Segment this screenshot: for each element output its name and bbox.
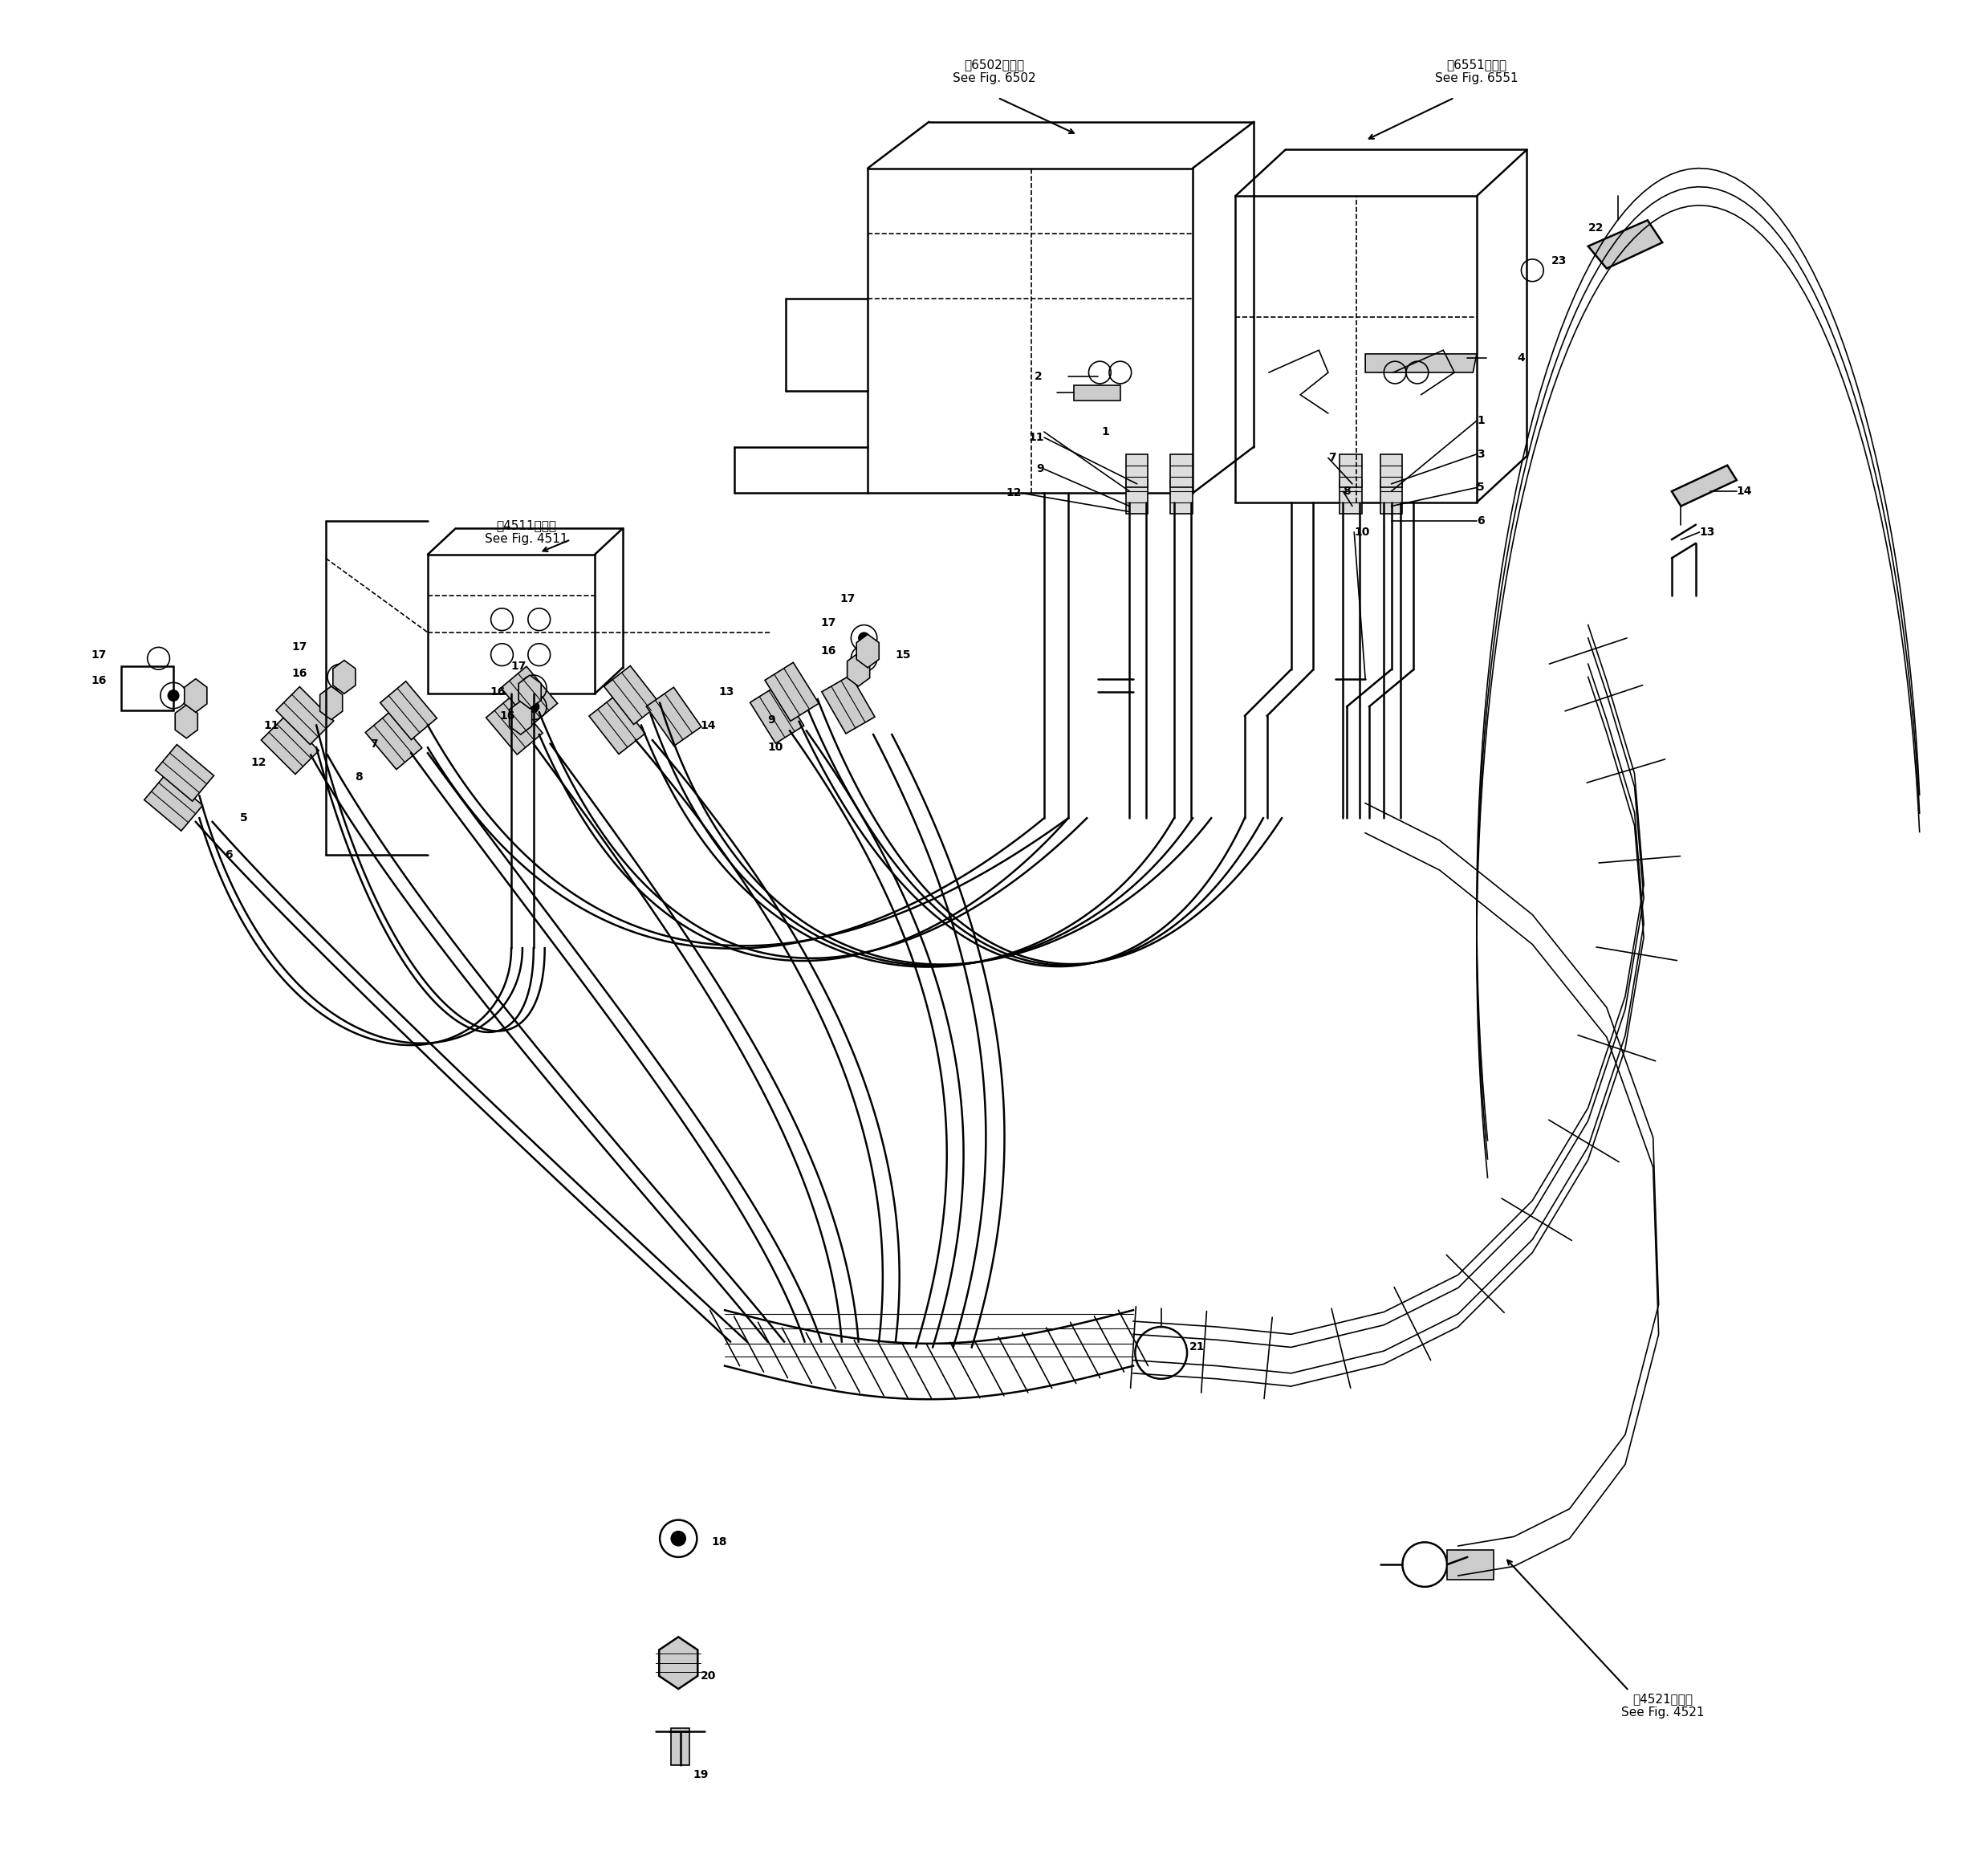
Text: 4: 4 — [1517, 351, 1525, 363]
Bar — [1171, 454, 1193, 487]
Text: 8: 8 — [356, 771, 362, 783]
Circle shape — [672, 1532, 686, 1547]
Polygon shape — [519, 675, 541, 708]
Text: 11: 11 — [1028, 431, 1044, 442]
Text: 18: 18 — [712, 1537, 728, 1549]
Text: 17: 17 — [91, 649, 107, 660]
Polygon shape — [485, 695, 543, 755]
Polygon shape — [1366, 353, 1477, 372]
Text: 1: 1 — [1101, 426, 1109, 437]
Text: 第6551図参照
See Fig. 6551: 第6551図参照 See Fig. 6551 — [1435, 59, 1519, 86]
Text: 1: 1 — [1477, 415, 1485, 426]
Text: 22: 22 — [1588, 221, 1604, 232]
Polygon shape — [857, 634, 879, 667]
Bar — [1340, 480, 1362, 513]
Text: 9: 9 — [1036, 463, 1044, 474]
Polygon shape — [276, 686, 334, 744]
Polygon shape — [588, 695, 646, 755]
Text: 14: 14 — [1738, 485, 1751, 496]
Polygon shape — [847, 653, 869, 686]
Circle shape — [529, 682, 539, 693]
Polygon shape — [646, 688, 702, 745]
Text: 21: 21 — [1189, 1342, 1205, 1353]
Text: 16: 16 — [491, 686, 505, 697]
Bar — [1340, 454, 1362, 487]
Circle shape — [529, 701, 539, 712]
Bar — [672, 1727, 690, 1764]
Text: 第6502図参照
See Fig. 6502: 第6502図参照 See Fig. 6502 — [952, 59, 1036, 86]
Text: 6: 6 — [1477, 515, 1485, 526]
Polygon shape — [509, 701, 533, 734]
Polygon shape — [765, 662, 819, 721]
Text: 13: 13 — [1700, 526, 1716, 537]
Text: 12: 12 — [250, 757, 266, 768]
Bar — [427, 554, 594, 693]
Text: 16: 16 — [499, 710, 515, 721]
Text: 5: 5 — [1477, 481, 1485, 493]
Circle shape — [859, 632, 869, 643]
Text: 17: 17 — [511, 660, 527, 671]
Polygon shape — [260, 716, 318, 773]
Bar — [1171, 480, 1193, 513]
Bar — [867, 167, 1193, 493]
Bar — [1380, 454, 1402, 487]
Text: 19: 19 — [694, 1768, 710, 1779]
Circle shape — [334, 671, 346, 682]
Polygon shape — [501, 666, 557, 725]
Text: 10: 10 — [1354, 526, 1370, 537]
Polygon shape — [1588, 219, 1662, 268]
Text: 20: 20 — [700, 1669, 716, 1682]
Polygon shape — [1074, 385, 1121, 400]
Polygon shape — [320, 686, 342, 719]
Text: 11: 11 — [264, 719, 278, 731]
Text: 16: 16 — [91, 675, 107, 686]
Text: 7: 7 — [1328, 452, 1336, 463]
Bar — [1380, 480, 1402, 513]
Bar — [1235, 195, 1477, 502]
Polygon shape — [604, 666, 660, 725]
Text: 15: 15 — [897, 649, 911, 660]
Text: 16: 16 — [292, 667, 306, 679]
Text: 2: 2 — [1034, 370, 1042, 381]
Polygon shape — [332, 660, 356, 693]
Bar — [1447, 1550, 1493, 1580]
Text: 13: 13 — [718, 686, 734, 697]
Polygon shape — [660, 1638, 698, 1690]
Circle shape — [859, 653, 869, 664]
Text: 17: 17 — [821, 617, 837, 628]
Bar — [1125, 454, 1149, 487]
Text: 8: 8 — [1344, 485, 1352, 496]
Polygon shape — [380, 680, 437, 740]
Polygon shape — [366, 710, 421, 770]
Bar — [1125, 480, 1149, 513]
Polygon shape — [185, 679, 207, 712]
Text: 12: 12 — [1006, 487, 1022, 498]
Text: 9: 9 — [767, 714, 775, 725]
Text: 23: 23 — [1551, 255, 1567, 266]
Text: 17: 17 — [839, 593, 855, 604]
Text: 第4521図参照
See Fig. 4521: 第4521図参照 See Fig. 4521 — [1620, 1694, 1704, 1718]
Bar — [121, 666, 173, 710]
Text: 3: 3 — [1477, 448, 1485, 459]
Polygon shape — [749, 684, 803, 744]
Text: 6: 6 — [225, 850, 233, 861]
Text: 16: 16 — [821, 645, 837, 656]
Text: 第4511図参照
See Fig. 4511: 第4511図参照 See Fig. 4511 — [485, 519, 569, 545]
Text: 17: 17 — [292, 641, 306, 653]
Text: 14: 14 — [700, 719, 716, 731]
Polygon shape — [145, 773, 203, 831]
Polygon shape — [155, 745, 215, 801]
Circle shape — [167, 690, 179, 701]
Text: 7: 7 — [370, 738, 378, 749]
Text: 10: 10 — [767, 742, 783, 753]
Polygon shape — [1672, 465, 1738, 506]
Polygon shape — [175, 705, 197, 738]
Text: 5: 5 — [241, 812, 248, 824]
Polygon shape — [821, 675, 875, 734]
